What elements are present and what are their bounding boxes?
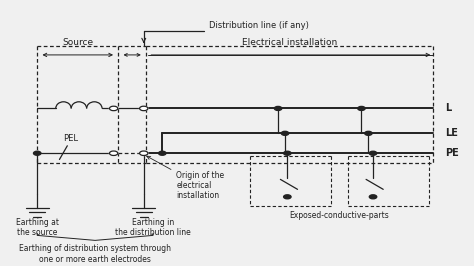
Text: PEL: PEL: [63, 134, 78, 143]
Circle shape: [109, 106, 118, 111]
Text: Earthing in
the distribution line: Earthing in the distribution line: [115, 218, 191, 237]
Text: Earthing at
the source: Earthing at the source: [16, 218, 59, 237]
Circle shape: [358, 106, 365, 110]
Text: Origin of the
electrical
installation: Origin of the electrical installation: [147, 156, 224, 201]
Circle shape: [369, 195, 377, 199]
Text: Source: Source: [62, 39, 93, 47]
Text: LE: LE: [445, 128, 458, 138]
Circle shape: [139, 151, 148, 156]
Circle shape: [283, 151, 291, 155]
Circle shape: [369, 151, 377, 155]
Circle shape: [283, 195, 291, 199]
Text: Electrical installation: Electrical installation: [242, 39, 337, 47]
Circle shape: [139, 106, 148, 111]
Circle shape: [281, 131, 289, 135]
Circle shape: [365, 131, 372, 135]
Text: Earthing of distribution system through
one or more earth electrodes: Earthing of distribution system through …: [19, 244, 171, 264]
Text: Distribution line (if any): Distribution line (if any): [209, 21, 309, 30]
Circle shape: [109, 151, 118, 156]
Circle shape: [274, 106, 282, 110]
Text: L: L: [445, 103, 451, 113]
Circle shape: [34, 151, 41, 155]
Circle shape: [159, 151, 166, 155]
Text: Exposed-conductive-parts: Exposed-conductive-parts: [290, 210, 389, 219]
Text: PE: PE: [445, 148, 458, 158]
